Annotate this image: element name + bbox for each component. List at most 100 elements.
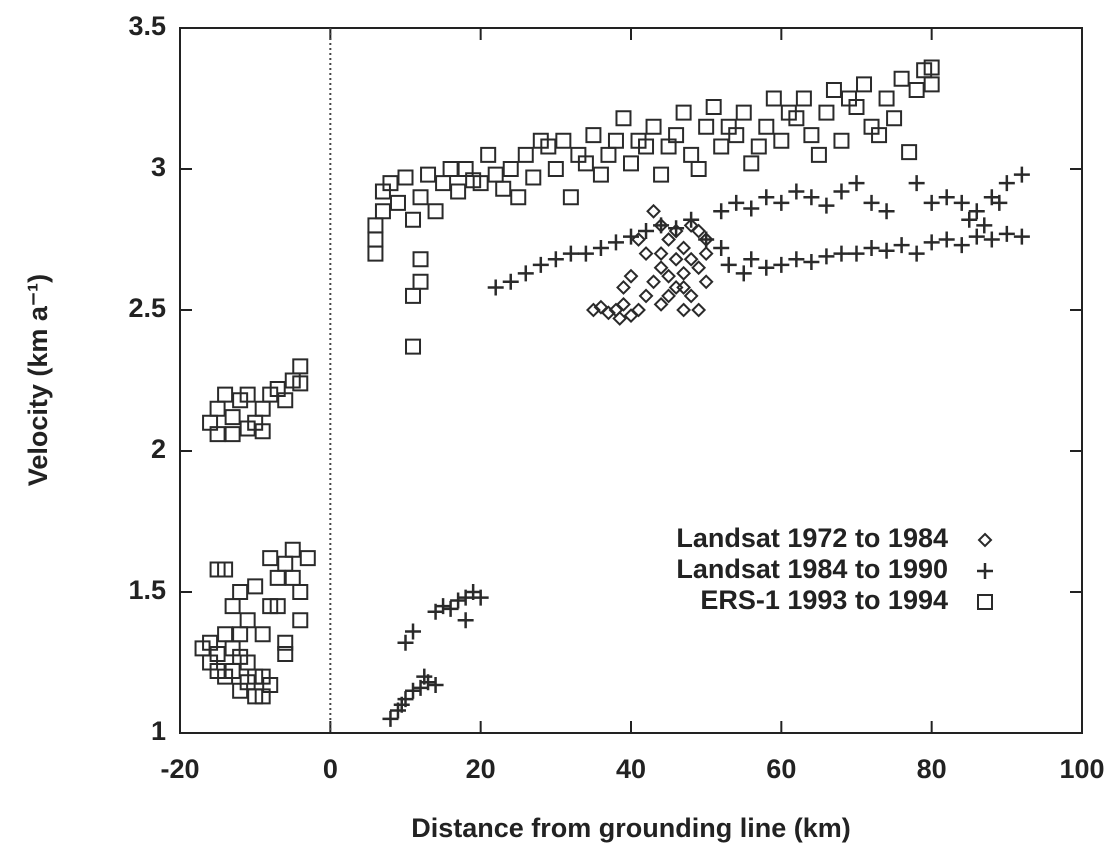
point [262,386,279,403]
point [780,104,797,121]
point [254,423,271,440]
point [457,161,474,177]
point [893,70,910,87]
point [743,155,760,172]
y-axis-label: Velocity (km a⁻¹) [23,274,53,486]
point [292,358,309,375]
point [923,59,940,76]
point [517,146,534,163]
point [397,169,414,186]
point [292,612,309,629]
y-tick-label: 3.5 [128,11,166,41]
point [374,183,391,200]
point [638,223,655,240]
point [427,677,444,694]
point [585,127,602,144]
point [389,194,406,211]
point [743,251,760,268]
point [202,654,219,671]
point [871,127,888,144]
point [209,646,226,663]
point [607,132,624,149]
point [698,274,714,290]
point [217,561,234,578]
point [773,194,790,211]
point [675,104,692,121]
point [698,231,715,248]
point [555,132,572,149]
point [713,203,730,220]
point [653,217,670,234]
point [848,245,865,262]
y-tick-label: 2 [151,434,166,464]
point [660,138,677,155]
point [405,287,422,304]
point [615,110,632,127]
point [382,710,399,727]
point [510,189,527,206]
legend-label: Landsat 1972 to 1984 [676,523,948,553]
point [961,211,978,228]
point [908,82,925,99]
point [653,166,670,183]
point [728,194,745,211]
point [758,189,775,206]
point [367,245,384,262]
point [254,668,271,685]
point [209,426,226,443]
point [1013,228,1030,245]
point [630,132,647,149]
point [284,541,301,558]
point [691,260,707,276]
point [818,104,835,121]
point [631,232,646,247]
point [577,155,594,172]
point [472,589,489,606]
point [202,634,219,651]
point [232,626,249,643]
point [676,302,692,318]
y-tick-label: 3 [151,152,166,182]
x-tick-label: 80 [917,754,947,784]
point [818,248,835,265]
point [848,98,865,115]
point [856,76,873,93]
point [269,380,286,397]
point [239,420,256,437]
x-axis-label: Distance from grounding line (km) [411,813,851,843]
point [691,302,707,318]
point [878,203,895,220]
point [502,161,519,177]
point [623,268,639,284]
x-tick-label: 20 [466,754,496,784]
point [661,288,676,304]
point [698,118,715,135]
point [833,183,850,200]
y-tick-label: 1 [151,716,166,746]
point [532,256,549,273]
legend-marker [977,532,993,548]
point [547,161,564,177]
point [923,234,940,251]
point [405,338,422,355]
point [209,400,226,417]
point [758,118,775,135]
point [1013,166,1030,183]
point [592,239,609,256]
point [998,175,1015,192]
point [886,110,903,127]
point [517,265,534,282]
point [232,584,249,600]
point [277,392,294,409]
point [803,127,820,144]
point [209,662,226,679]
point [232,648,249,665]
point [612,311,628,326]
x-tick-label: 0 [323,754,338,784]
x-tick-label: 60 [766,754,796,784]
point [405,623,422,640]
point [405,682,422,699]
point [968,203,985,220]
point [277,555,294,572]
point [991,194,1008,211]
